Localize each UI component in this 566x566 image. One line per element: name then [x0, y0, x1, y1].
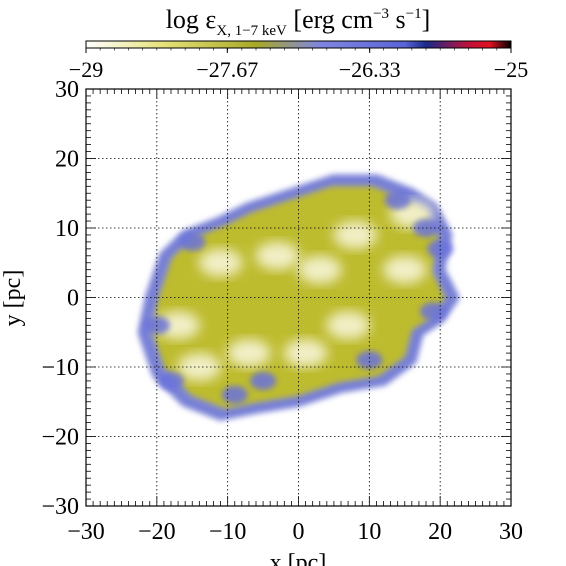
colorbar-label: log εX, 1−7 keV [erg cm−3 s−1]: [166, 5, 431, 39]
colorbar-tick-label: −27.67: [196, 57, 258, 82]
y-tick-label: −30: [41, 494, 79, 520]
bright-patch: [198, 248, 243, 277]
bright-patch: [333, 220, 378, 249]
y-tick-label: −10: [41, 355, 79, 381]
grid: [86, 89, 511, 506]
x-axis-label: x [pc]: [270, 550, 327, 566]
bright-patch: [156, 311, 201, 340]
colorbar: [85, 40, 512, 49]
axis-ticks: −30 −20 −10 0 10 20 30 −30 −20 −10 0 10 20 30: [41, 77, 523, 545]
x-tick-label: 20: [428, 519, 452, 545]
y-tick-label: 10: [55, 216, 79, 242]
blue-patch: [427, 239, 454, 258]
blue-patch: [221, 385, 248, 404]
bright-patch: [283, 339, 328, 368]
x-tick-label: −30: [67, 519, 105, 545]
y-tick-label: 30: [55, 77, 79, 103]
blue-patch: [356, 351, 383, 370]
colorbar-label-prefix: log ε: [166, 5, 217, 34]
colorbar-tick-label: −26.33: [339, 57, 401, 82]
bright-patch: [326, 311, 371, 340]
bright-patch: [255, 241, 300, 270]
blue-patch: [250, 371, 277, 390]
colorbar-tick-label: −29: [69, 57, 103, 82]
blue-patch: [179, 232, 206, 251]
colorbar-label-units-a: [erg cm: [287, 5, 373, 34]
x-tick-label: −20: [138, 519, 176, 545]
x-tick-label: 10: [357, 519, 381, 545]
colorbar-label-sub: X, 1−7 keV: [216, 23, 287, 39]
colorbar-label-units-b: s: [389, 5, 406, 34]
bright-patch: [297, 255, 342, 284]
x-tick-label: 0: [293, 519, 305, 545]
y-axis-label: y [pc]: [0, 270, 26, 327]
blue-patch: [384, 191, 411, 210]
x-tick-label: −10: [209, 519, 247, 545]
colorbar-label-units-c: ]: [422, 5, 431, 34]
colorbar-tick-label: −25: [494, 57, 528, 82]
colorbar-label-sup1: −3: [373, 6, 389, 22]
y-tick-label: −20: [41, 425, 79, 451]
colorbar-label-sup2: −1: [406, 6, 422, 22]
bright-patch: [382, 255, 427, 284]
x-tick-label: 30: [499, 519, 523, 545]
colorbar-ticks: −29 −27.67 −26.33 −25: [69, 48, 528, 82]
y-tick-label: 0: [67, 286, 79, 312]
bright-patch: [226, 339, 271, 368]
blue-patch: [158, 371, 184, 390]
y-tick-label: 20: [55, 147, 79, 173]
blue-patch: [420, 302, 447, 321]
